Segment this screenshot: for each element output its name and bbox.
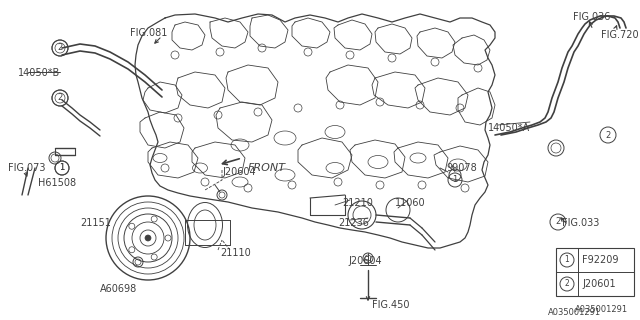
Text: J20604: J20604	[348, 256, 381, 266]
Text: J20601: J20601	[582, 279, 616, 289]
Text: 2: 2	[58, 44, 63, 52]
Text: FRONT: FRONT	[248, 163, 286, 173]
Text: FIG.073: FIG.073	[8, 163, 45, 173]
Text: 21110: 21110	[220, 248, 251, 258]
Text: FIG.720: FIG.720	[601, 30, 639, 40]
Text: 14050*B: 14050*B	[18, 68, 60, 78]
Text: 2: 2	[58, 93, 63, 102]
Text: H61508: H61508	[38, 178, 76, 188]
Text: 14050*A: 14050*A	[488, 123, 530, 133]
Circle shape	[145, 235, 151, 241]
Text: 1: 1	[564, 255, 570, 265]
Text: 21151: 21151	[80, 218, 111, 228]
Text: 1: 1	[60, 164, 65, 172]
Text: 2: 2	[564, 279, 570, 289]
Text: J20604: J20604	[222, 167, 255, 177]
Text: FIG.033: FIG.033	[562, 218, 600, 228]
Text: 11060: 11060	[395, 198, 426, 208]
Text: 2: 2	[556, 218, 561, 227]
Text: FIG.450: FIG.450	[372, 300, 410, 310]
Text: 2: 2	[605, 131, 611, 140]
Text: 21236: 21236	[338, 218, 369, 228]
Text: A60698: A60698	[100, 284, 137, 294]
Text: F92209: F92209	[582, 255, 618, 265]
Text: FIG.036: FIG.036	[573, 12, 611, 22]
Text: A035001291: A035001291	[548, 308, 601, 317]
Text: 99078: 99078	[446, 163, 477, 173]
Text: FIG.081: FIG.081	[130, 28, 168, 38]
Text: 21210: 21210	[342, 198, 373, 208]
Text: 1: 1	[452, 175, 458, 185]
Text: 1: 1	[60, 164, 65, 172]
Text: A035001291: A035001291	[575, 305, 628, 314]
Bar	[556, 248, 634, 296]
